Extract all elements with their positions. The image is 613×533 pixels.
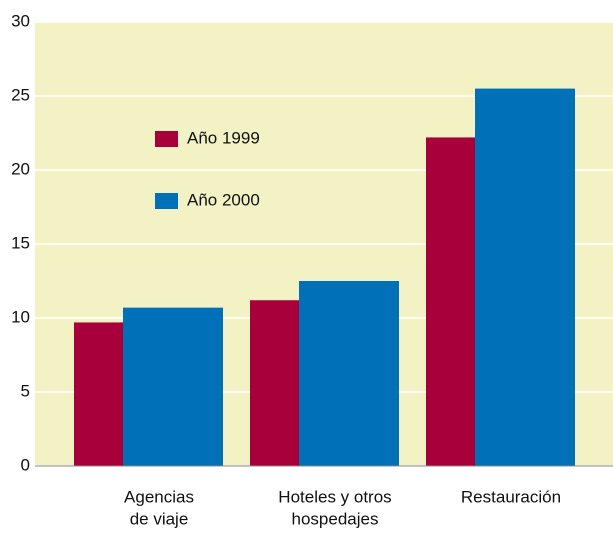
y-tick-label: 25: [11, 85, 30, 104]
y-tick-label: 20: [11, 159, 30, 178]
x-tick-label: Agencias: [124, 487, 194, 506]
y-tick-label: 30: [11, 11, 30, 30]
x-tick-label: Restauración: [461, 487, 561, 506]
y-tick-label: 10: [11, 307, 30, 326]
legend-label: Año 2000: [187, 190, 260, 209]
x-tick-label: Hoteles y otros: [278, 487, 391, 506]
bar: [475, 88, 575, 466]
bar: [123, 307, 223, 466]
legend-swatch: [155, 193, 178, 209]
x-tick-label: hospedajes: [292, 509, 379, 528]
legend-swatch: [155, 131, 178, 147]
bar: [299, 281, 399, 466]
x-tick-label: de viaje: [130, 509, 189, 528]
legend-label: Año 1999: [187, 128, 260, 147]
y-tick-label: 5: [21, 381, 30, 400]
y-tick-label: 15: [11, 233, 30, 252]
y-tick-label: 0: [21, 455, 30, 474]
